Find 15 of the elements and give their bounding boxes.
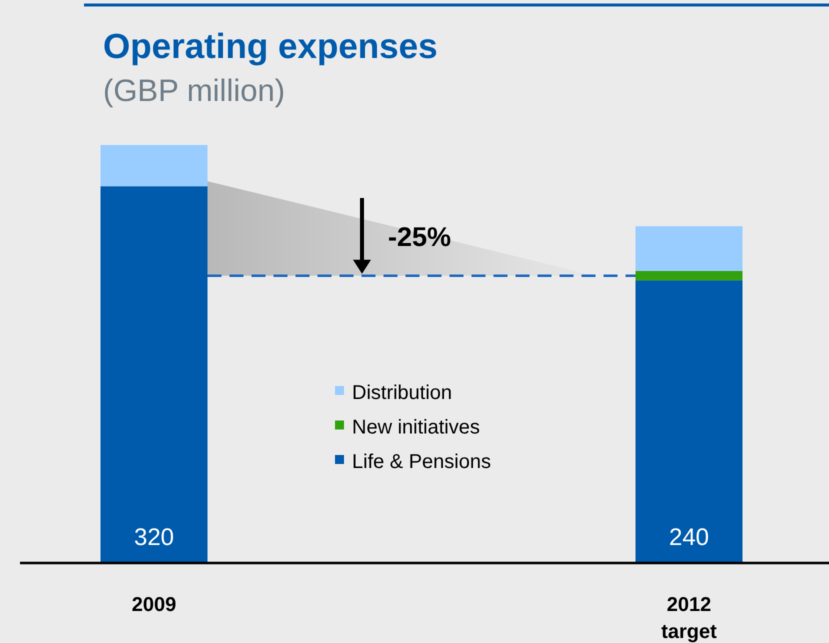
data-label: 240 (668, 524, 710, 551)
data-label: 320 (134, 524, 174, 551)
legend-label: Life & Pensions (352, 451, 491, 473)
bar (636, 270, 742, 280)
x-tick-label: 2012 target (661, 594, 718, 643)
legend-label: New initiatives (352, 416, 480, 438)
x-tick-label: 2009 (132, 594, 176, 616)
bar (636, 280, 742, 563)
bar (636, 226, 742, 271)
chart-subtitle: (GBP million) (103, 73, 286, 108)
legend-label: Distribution (352, 382, 452, 404)
annotation: -25% (388, 222, 452, 252)
chart-title: Operating expenses (103, 27, 438, 66)
bar (100, 145, 208, 186)
bar (100, 186, 208, 563)
